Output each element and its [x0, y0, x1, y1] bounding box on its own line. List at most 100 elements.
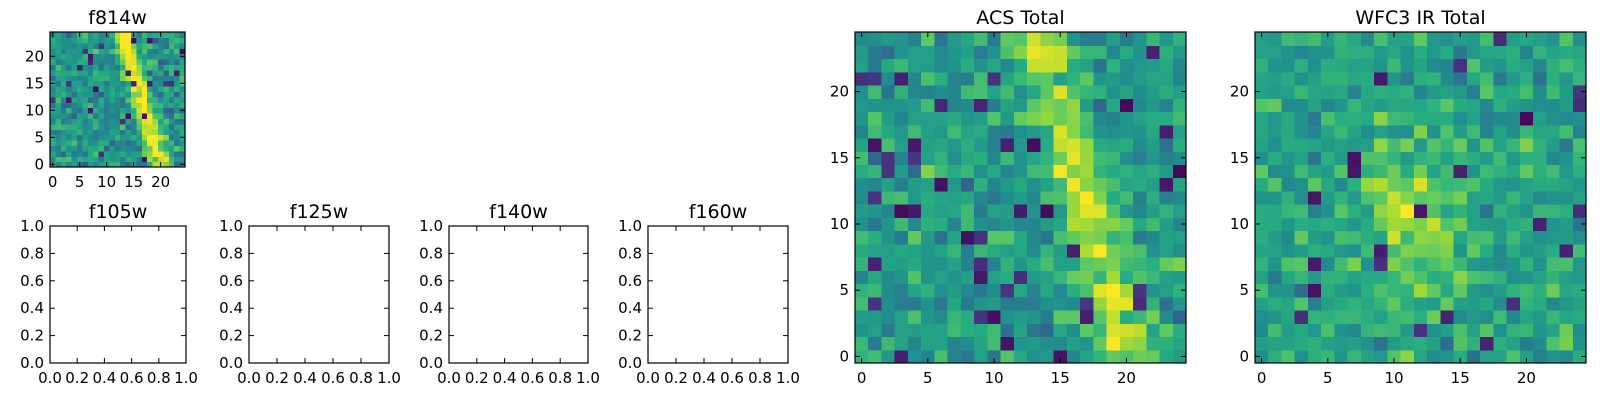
heatmap-cell — [1307, 190, 1322, 205]
heatmap-cell — [77, 80, 83, 87]
heatmap-cell — [98, 91, 105, 98]
heatmap-cell — [158, 48, 164, 55]
heatmap-cell — [947, 336, 962, 351]
heatmap-cell — [125, 129, 132, 136]
heatmap-cell — [1453, 111, 1468, 126]
heatmap-cell — [141, 113, 148, 119]
heatmap-cell — [1093, 217, 1108, 232]
heatmap-cell — [60, 32, 67, 38]
heatmap-cell — [93, 150, 100, 157]
heatmap-cell — [1546, 283, 1561, 298]
heatmap-cell — [1080, 58, 1094, 73]
x-tick-label: 0.8 — [147, 369, 171, 387]
heatmap-cell — [987, 137, 1002, 152]
heatmap-cell — [66, 32, 73, 38]
heatmap-cell — [1321, 190, 1336, 205]
heatmap-cell — [60, 123, 67, 130]
heatmap-cell — [77, 96, 83, 103]
heatmap-cell — [98, 150, 105, 157]
heatmap-cell — [1347, 45, 1362, 60]
heatmap-cell — [934, 283, 949, 298]
heatmap-cell — [1480, 58, 1494, 73]
heatmap-cell — [1133, 84, 1147, 99]
heatmap-cell — [1066, 310, 1081, 324]
heatmap-cell — [1053, 230, 1068, 245]
heatmap-cell — [71, 48, 78, 55]
heatmap-cell — [168, 161, 175, 168]
heatmap-cell — [1480, 71, 1494, 86]
heatmap-cell — [158, 91, 164, 98]
heatmap-cell — [1106, 71, 1121, 86]
heatmap-cell — [1040, 58, 1055, 73]
heatmap-cell — [1480, 217, 1494, 232]
heatmap-cell — [1146, 71, 1161, 86]
y-tick-label: 15 — [1230, 149, 1249, 167]
heatmap-cell — [868, 204, 883, 218]
heatmap-cell — [104, 75, 110, 82]
heatmap-cell — [1027, 204, 1041, 218]
heatmap-cell — [960, 323, 975, 338]
heatmap-cell — [109, 75, 116, 82]
heatmap-cell — [125, 102, 132, 109]
heatmap-cell — [894, 177, 909, 192]
heatmap-cell — [947, 71, 962, 86]
heatmap-cell — [1453, 124, 1468, 139]
heatmap-cell — [1493, 217, 1508, 232]
heatmap-cell — [960, 257, 975, 271]
heatmap-cell — [1480, 98, 1494, 113]
heatmap-cell — [125, 161, 132, 168]
heatmap-cell — [1053, 111, 1068, 126]
heatmap-cell — [1294, 137, 1309, 152]
heatmap-cell — [1255, 45, 1269, 60]
heatmap-cell — [174, 156, 181, 163]
heatmap-cell — [1440, 190, 1455, 205]
heatmap-cell — [1374, 217, 1388, 232]
heatmap-cell — [947, 283, 962, 298]
heatmap-cell — [158, 69, 164, 76]
heatmap-cell — [1013, 283, 1028, 298]
heatmap-cell — [1159, 45, 1174, 60]
heatmap-cell — [71, 118, 78, 125]
heatmap-cell — [114, 113, 121, 119]
heatmap-cell — [55, 48, 62, 55]
heatmap-cell — [1533, 257, 1547, 271]
heatmap-cell — [1268, 230, 1283, 245]
heatmap-cell — [1146, 32, 1161, 46]
heatmap-cell — [907, 137, 922, 152]
heatmap-cell — [868, 283, 883, 298]
heatmap-cell — [907, 310, 922, 324]
y-tick-label: 10 — [830, 215, 849, 233]
heatmap-cell — [947, 164, 962, 179]
heatmap-cell — [987, 204, 1002, 218]
heatmap-cell — [87, 42, 94, 49]
heatmap-cell — [1146, 164, 1161, 179]
heatmap-cell — [114, 118, 121, 125]
heatmap-cell — [1493, 151, 1508, 165]
heatmap-cell — [1066, 32, 1081, 46]
heatmap-cell — [82, 69, 89, 76]
heatmap-cell — [1559, 323, 1574, 338]
heatmap-cell — [1400, 283, 1415, 298]
heatmap-cell — [1119, 111, 1134, 126]
heatmap-cell — [868, 230, 883, 245]
heatmap-cell — [93, 161, 100, 168]
heatmap-cell — [98, 161, 105, 168]
heatmap-cell — [114, 107, 121, 114]
heatmap-cell — [1559, 137, 1574, 152]
heatmap-cell — [894, 336, 909, 351]
heatmap-cell — [1172, 190, 1187, 205]
heatmap-cell — [881, 323, 896, 338]
heatmap-cell — [93, 64, 100, 71]
axes-frame — [448, 225, 589, 364]
heatmap-cell — [174, 123, 181, 130]
heatmap-cell — [50, 145, 56, 152]
heatmap-cell — [1466, 151, 1481, 165]
heatmap-cell — [1480, 32, 1494, 46]
heatmap-cell — [71, 37, 78, 44]
panel-title: f140w — [489, 201, 548, 223]
heatmap-cell — [1519, 349, 1534, 364]
heatmap-cell — [1268, 323, 1283, 338]
heatmap-cell — [1106, 190, 1121, 205]
y-tick-label: 20 — [25, 47, 44, 65]
heatmap-cell — [1093, 32, 1108, 46]
